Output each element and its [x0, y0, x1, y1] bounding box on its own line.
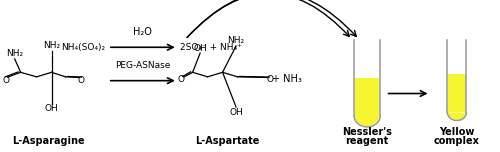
Text: L-Aspartate: L-Aspartate — [196, 136, 260, 146]
Text: NH₂: NH₂ — [228, 36, 244, 45]
Text: complex: complex — [434, 136, 480, 146]
Text: L-Asparagine: L-Asparagine — [12, 136, 85, 146]
Text: NH₄(SO₄)₂: NH₄(SO₄)₂ — [62, 43, 106, 52]
Text: OH: OH — [44, 104, 59, 113]
Text: 2SO₄⁻ + NH₄⁺: 2SO₄⁻ + NH₄⁺ — [180, 43, 242, 52]
Text: reagent: reagent — [346, 136, 389, 146]
Text: Nessler's: Nessler's — [342, 127, 392, 137]
Text: OH: OH — [229, 108, 243, 117]
Text: O: O — [2, 76, 10, 85]
Text: PEG-ASNase: PEG-ASNase — [115, 61, 170, 70]
Text: OH: OH — [194, 44, 207, 53]
Text: O: O — [266, 75, 274, 84]
Text: + NH₃: + NH₃ — [272, 74, 302, 84]
Text: NH₂: NH₂ — [43, 41, 60, 50]
Polygon shape — [355, 78, 379, 116]
Text: O: O — [178, 75, 184, 84]
Polygon shape — [448, 74, 466, 112]
Text: O: O — [78, 76, 85, 85]
Text: Yellow: Yellow — [439, 127, 474, 137]
Text: H₂O: H₂O — [134, 27, 152, 37]
Polygon shape — [448, 112, 466, 120]
Polygon shape — [355, 116, 379, 126]
Text: NH₂: NH₂ — [6, 49, 23, 58]
